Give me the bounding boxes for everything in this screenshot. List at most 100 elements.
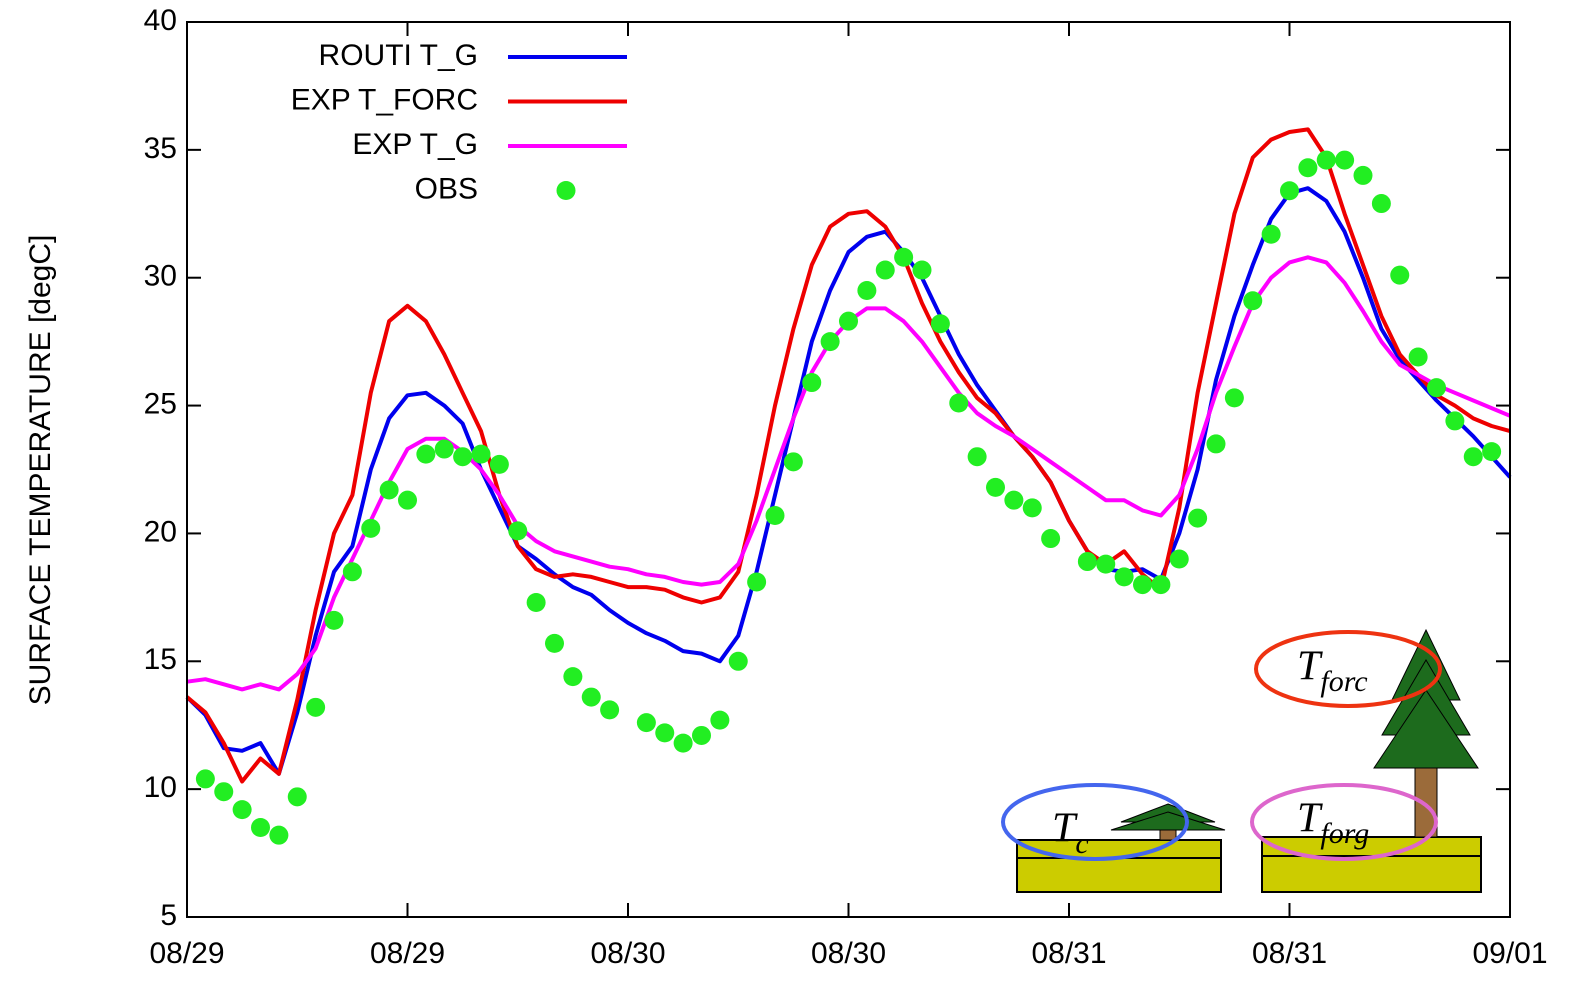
obs-point: [1463, 447, 1483, 467]
obs-point: [912, 260, 932, 280]
obs-point: [1096, 554, 1116, 574]
obs-point: [508, 521, 528, 541]
obs-point: [710, 710, 730, 730]
obs-point: [269, 825, 289, 845]
obs-point: [930, 314, 950, 334]
obs-point: [967, 447, 987, 467]
obs-point: [1482, 442, 1502, 462]
legend-label: ROUTI T_G: [319, 39, 478, 72]
obs-point: [1261, 224, 1281, 244]
obs-point: [1077, 552, 1097, 572]
obs-point: [1206, 434, 1226, 454]
obs-point: [1041, 529, 1061, 549]
obs-point: [526, 592, 546, 612]
obs-point: [655, 723, 675, 743]
obs-point: [673, 733, 693, 753]
obs-point: [875, 260, 895, 280]
x-tick-label: 08/31: [1252, 937, 1327, 970]
plot-frame: [186, 21, 1511, 918]
x-tick-label: 08/30: [811, 937, 886, 970]
obs-point: [324, 610, 344, 630]
y-tick-label: 30: [144, 260, 177, 293]
legend-label: OBS: [415, 172, 478, 205]
obs-point: [747, 572, 767, 592]
annotation-subscript: forg: [1320, 817, 1369, 850]
obs-point: [1298, 158, 1318, 178]
obs-point: [306, 697, 326, 717]
annotation-symbol: T: [1052, 806, 1078, 852]
obs-point: [1004, 490, 1024, 510]
plot-area: [185, 21, 1512, 918]
obs-point: [986, 477, 1005, 497]
x-tick-label: 09/01: [1472, 937, 1547, 970]
obs-point: [949, 393, 969, 413]
obs-point: [857, 281, 877, 300]
annotation-symbol: T: [1297, 796, 1323, 842]
x-tick-label: 08/29: [370, 937, 445, 970]
obs-point: [1335, 150, 1355, 170]
obs-point: [636, 713, 656, 733]
obs-point: [581, 687, 601, 707]
obs-point: [1188, 508, 1208, 528]
y-tick-label: 25: [144, 387, 177, 420]
y-axis-label: SURFACE TEMPERATURE [degC]: [24, 235, 57, 706]
series-line: [185, 127, 1511, 784]
obs-point: [489, 454, 509, 474]
obs-point: [251, 818, 270, 837]
obs-point: [1133, 575, 1152, 595]
x-tick-label: 08/30: [590, 937, 665, 970]
legend-marker: [556, 181, 576, 200]
obs-point: [1151, 575, 1171, 595]
legend-label: EXP T_G: [352, 128, 478, 161]
obs-point: [232, 800, 252, 820]
obs-point: [1243, 291, 1263, 311]
obs-point: [802, 373, 822, 393]
obs-point: [1408, 347, 1428, 367]
obs-point: [1022, 498, 1042, 518]
obs-point: [1445, 411, 1465, 431]
highlight-ellipse: [1254, 630, 1442, 708]
obs-point: [287, 787, 307, 807]
tree-crown: [1373, 689, 1479, 769]
obs-point: [820, 332, 840, 352]
obs-point: [214, 782, 234, 802]
x-tick-label: 08/29: [149, 937, 224, 970]
obs-point: [728, 651, 748, 671]
obs-point: [195, 769, 215, 789]
obs-point: [600, 700, 620, 720]
obs-point: [1353, 165, 1373, 185]
obs-point: [453, 447, 473, 467]
obs-point: [471, 444, 491, 464]
obs-point: [894, 247, 914, 267]
highlight-ellipse: [1001, 783, 1189, 861]
obs-point: [361, 518, 381, 538]
legend-label: EXP T_FORC: [291, 83, 478, 116]
obs-point: [342, 562, 362, 582]
ground: [1261, 836, 1482, 893]
obs-point: [783, 452, 803, 472]
y-tick-label: 35: [144, 132, 177, 165]
obs-point: [1169, 549, 1189, 569]
obs-point: [839, 311, 858, 331]
y-tick-label: 15: [144, 643, 177, 676]
obs-point: [1427, 378, 1446, 398]
obs-point: [1280, 181, 1299, 201]
obs-point: [379, 480, 399, 500]
y-tick-label: 10: [144, 771, 177, 804]
ground: [1016, 839, 1222, 893]
annotation-subscript: forc: [1320, 665, 1367, 698]
y-tick-label: 40: [144, 4, 177, 37]
obs-point: [1371, 194, 1391, 214]
y-tick-label: 5: [160, 899, 177, 932]
obs-point: [545, 633, 564, 653]
annotation-symbol: T: [1297, 644, 1323, 690]
obs-point: [1224, 388, 1244, 408]
annotation-subscript: c: [1075, 827, 1088, 860]
obs-point: [692, 725, 711, 745]
obs-point: [1316, 150, 1336, 170]
obs-point: [398, 490, 417, 510]
x-tick-label: 08/31: [1031, 937, 1106, 970]
obs-point: [1390, 265, 1410, 285]
